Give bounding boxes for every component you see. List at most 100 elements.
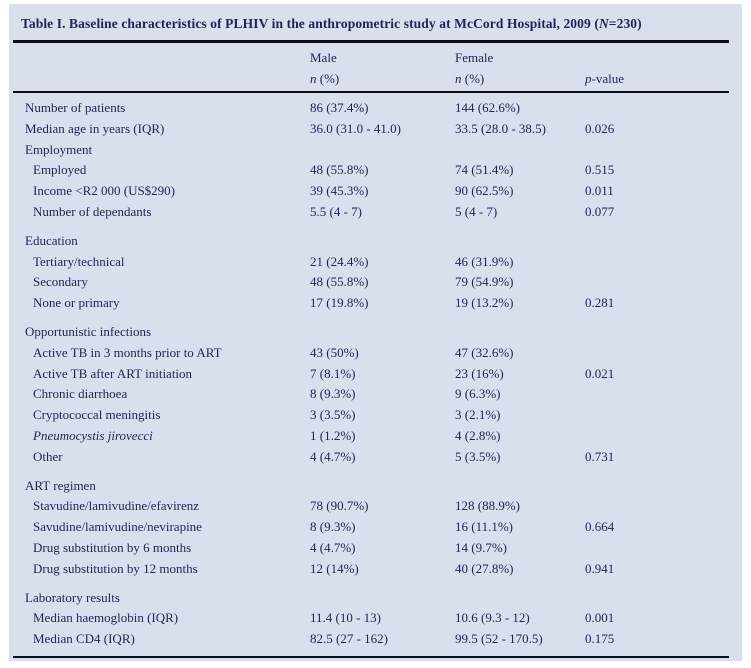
header-spacer-right bbox=[585, 47, 742, 68]
table-body: Number of patients 86 (37.4%) 144 (62.6%) M… bbox=[9, 93, 742, 656]
table-title-text: Table I. Baseline characteristics of PLH… bbox=[21, 16, 599, 31]
male-value: 8 (9.3%) bbox=[310, 519, 356, 535]
column-headers: Male Female n (%) n (%) p-value bbox=[9, 43, 742, 91]
row-label: Employment bbox=[25, 141, 93, 157]
table-row: None or primary 17 (19.8%) 19 (13.2%) 0.281 bbox=[25, 293, 742, 314]
p-value bbox=[585, 426, 742, 447]
p-value: 0.664 bbox=[585, 519, 615, 535]
row-label: Stavudine/lamivudine/efavirenz bbox=[33, 498, 200, 514]
male-value: 5.5 (4 - 7) bbox=[310, 203, 362, 219]
p-value: 0.026 bbox=[585, 120, 615, 136]
row-label: Savudine/lamivudine/nevirapine bbox=[33, 519, 202, 535]
female-value: 144 (62.6%) bbox=[455, 100, 520, 115]
male-value: 17 (19.8%) bbox=[310, 295, 369, 311]
p-value bbox=[585, 384, 742, 405]
n-pct-suffix: (%) bbox=[461, 71, 485, 86]
table-row: Other 4 (4.7%) 5 (3.5%) 0.731 bbox=[25, 447, 742, 468]
p-value bbox=[585, 140, 742, 161]
female-value: 14 (9.7%) bbox=[455, 539, 507, 555]
female-value: 79 (54.9%) bbox=[455, 274, 514, 290]
bottom-rule bbox=[13, 655, 729, 658]
male-value: 78 (90.7%) bbox=[310, 498, 369, 514]
header-pvalue: p-value bbox=[585, 68, 742, 89]
p-value: 0.175 bbox=[585, 631, 615, 647]
table-row: Pneumocystis jirovecci 1 (1.2%) 4 (2.8%) bbox=[25, 426, 742, 447]
female-value: 5 (4 - 7) bbox=[455, 203, 498, 219]
female-value: 90 (62.5%) bbox=[455, 183, 514, 199]
female-value: 3 (2.1%) bbox=[455, 407, 501, 423]
table-row: Stavudine/lamivudine/efavirenz 78 (90.7%)… bbox=[25, 496, 742, 517]
table-row: Median CD4 (IQR) 82.5 (27 - 162) 99.5 (52 … bbox=[25, 629, 742, 650]
p-value bbox=[585, 588, 742, 609]
female-value: 23 (16%) bbox=[455, 365, 504, 381]
p-value: 0.731 bbox=[585, 448, 615, 464]
p-value-suffix: -value bbox=[591, 71, 624, 86]
section-header-row: Opportunistic infections bbox=[25, 322, 742, 343]
n-symbol: n bbox=[455, 71, 462, 86]
female-value: 40 (27.8%) bbox=[455, 560, 514, 576]
table-row: Median haemoglobin (IQR) 11.4 (10 - 13) 10… bbox=[25, 608, 742, 629]
header-row-units: n (%) n (%) p-value bbox=[25, 68, 742, 89]
p-value bbox=[585, 272, 742, 293]
male-value: 86 (37.4%) bbox=[310, 100, 369, 115]
row-label: Active TB in 3 months prior to ART bbox=[33, 344, 222, 360]
table-row: Savudine/lamivudine/nevirapine 8 (9.3%) 16… bbox=[25, 517, 742, 538]
p-value: 0.515 bbox=[585, 162, 615, 178]
row-label: Laboratory results bbox=[25, 589, 120, 605]
p-value bbox=[585, 476, 742, 497]
male-value: 3 (3.5%) bbox=[310, 407, 356, 423]
female-value: 128 (88.9%) bbox=[455, 498, 520, 514]
n-pct-suffix: (%) bbox=[316, 71, 340, 86]
table-title: Table I. Baseline characteristics of PLH… bbox=[9, 4, 742, 40]
table-row: Income <R2 000 (US$290) 39 (45.3%) 90 (62.… bbox=[25, 181, 742, 202]
row-label: Income <R2 000 (US$290) bbox=[33, 183, 176, 199]
baseline-characteristics-table: Table I. Baseline characteristics of PLH… bbox=[9, 4, 742, 661]
row-label: Pneumocystis jirovecci bbox=[33, 427, 153, 443]
male-value: 11.4 (10 - 13) bbox=[310, 610, 382, 626]
row-label: Employed bbox=[33, 162, 87, 178]
n-symbol: n bbox=[310, 71, 317, 86]
female-value: 19 (13.2%) bbox=[455, 295, 514, 311]
row-label: Number of patients bbox=[25, 100, 126, 115]
female-value: 74 (51.4%) bbox=[455, 162, 514, 178]
table-row: Number of patients 86 (37.4%) 144 (62.6%) bbox=[25, 98, 742, 119]
female-value: 10.6 (9.3 - 12) bbox=[455, 610, 530, 626]
p-value bbox=[585, 252, 742, 273]
row-label: Education bbox=[25, 232, 78, 248]
female-value: 99.5 (52 - 170.5) bbox=[455, 631, 543, 647]
row-label: Cryptococcal meningitis bbox=[33, 407, 161, 423]
table-row: Active TB after ART initiation 7 (8.1%) 23… bbox=[25, 364, 742, 385]
p-value bbox=[585, 496, 742, 517]
female-value bbox=[455, 231, 585, 252]
header-spacer-2 bbox=[25, 68, 310, 89]
female-value: 33.5 (28.0 - 38.5) bbox=[455, 120, 546, 136]
male-value: 4 (4.7%) bbox=[310, 539, 356, 555]
male-value bbox=[310, 322, 455, 343]
table-row: Number of dependants 5.5 (4 - 7) 5 (4 - 7)… bbox=[25, 202, 742, 223]
male-value: 21 (24.4%) bbox=[310, 253, 369, 269]
female-value bbox=[455, 476, 585, 497]
section-header-row: Laboratory results bbox=[25, 588, 742, 609]
row-label: Opportunistic infections bbox=[25, 323, 152, 339]
male-value: 82.5 (27 - 162) bbox=[310, 631, 388, 647]
p-value bbox=[585, 343, 742, 364]
female-value: 46 (31.9%) bbox=[455, 253, 514, 269]
section-header-row: Employment bbox=[25, 140, 742, 161]
table-row: Active TB in 3 months prior to ART 43 (50… bbox=[25, 343, 742, 364]
header-female: Female bbox=[455, 50, 494, 65]
male-value bbox=[310, 231, 455, 252]
row-label: Other bbox=[33, 448, 63, 464]
row-label: Drug substitution by 6 months bbox=[33, 539, 192, 555]
male-value: 7 (8.1%) bbox=[310, 365, 356, 381]
table-row: Chronic diarrhoea 8 (9.3%) 9 (6.3%) bbox=[25, 384, 742, 405]
female-value: 5 (3.5%) bbox=[455, 448, 501, 464]
male-value: 8 (9.3%) bbox=[310, 386, 356, 402]
row-label: Median age in years (IQR) bbox=[25, 120, 165, 136]
row-label: Median CD4 (IQR) bbox=[33, 631, 135, 647]
table-row: Median age in years (IQR) 36.0 (31.0 - 41… bbox=[25, 119, 742, 140]
section-header-row: ART regimen bbox=[25, 476, 742, 497]
male-value bbox=[310, 476, 455, 497]
row-label: Chronic diarrhoea bbox=[33, 386, 128, 402]
male-value: 36.0 (31.0 - 41.0) bbox=[310, 120, 401, 136]
female-value bbox=[455, 140, 585, 161]
